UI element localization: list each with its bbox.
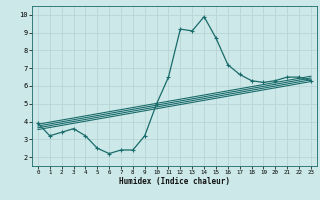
X-axis label: Humidex (Indice chaleur): Humidex (Indice chaleur) xyxy=(119,177,230,186)
